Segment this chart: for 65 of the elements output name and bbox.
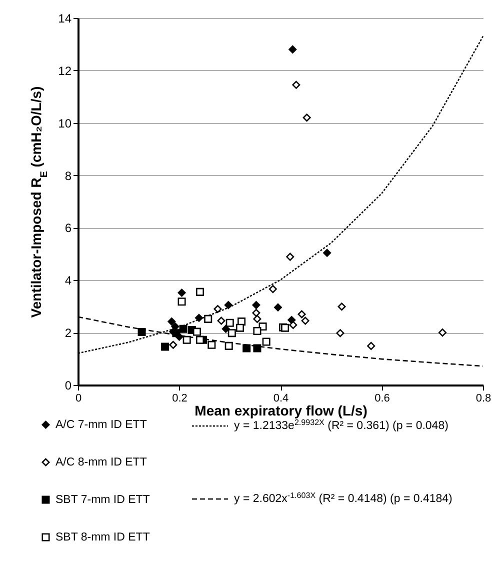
point	[168, 318, 176, 326]
point	[253, 314, 262, 323]
point	[217, 316, 226, 325]
point	[222, 324, 230, 333]
point	[214, 304, 222, 313]
point	[252, 301, 260, 310]
x-tick-label: 0.8	[476, 392, 492, 404]
point	[438, 328, 447, 337]
point	[192, 328, 201, 336]
point	[226, 318, 234, 327]
legend-label: A/C 8-mm ID ETT	[56, 456, 147, 468]
point	[172, 329, 180, 338]
point	[236, 324, 244, 332]
point	[161, 342, 170, 351]
point	[289, 320, 298, 329]
legend-label: A/C 7-mm ID ETT	[56, 418, 147, 431]
point	[301, 316, 310, 325]
point	[253, 326, 262, 336]
point	[298, 310, 306, 318]
point	[253, 344, 262, 352]
y-tick-label: 0	[64, 378, 72, 392]
point	[194, 314, 203, 322]
y-tick-label: 12	[58, 64, 72, 78]
y-tick-label: 8	[64, 168, 72, 183]
point	[252, 308, 260, 317]
point	[208, 340, 216, 349]
x-tick-label: 0	[75, 392, 82, 404]
x-axis-title: Mean expiratory flow (L/s)	[194, 402, 368, 418]
point	[228, 329, 236, 338]
point	[292, 80, 300, 89]
point	[288, 45, 297, 54]
point	[196, 336, 204, 344]
legend-label: y = 1.2133e$^{2.9932X}$ (R² = 0.361) (p = 0.048)	[234, 418, 449, 432]
y-tick-label: 14	[58, 12, 72, 26]
point	[338, 302, 346, 311]
point	[242, 344, 251, 352]
point	[182, 336, 191, 344]
y-tick-label: 10	[58, 116, 72, 130]
legend-label: SBT 8-mm ID ETT	[56, 531, 150, 544]
y-tick-label: 2	[64, 326, 72, 340]
point	[138, 328, 146, 336]
point	[302, 114, 311, 122]
point	[258, 322, 267, 331]
point	[286, 252, 294, 261]
point	[268, 285, 277, 294]
point	[179, 324, 188, 333]
y-tick-label: 4	[64, 274, 72, 288]
point	[224, 342, 233, 350]
point	[169, 340, 178, 349]
point	[224, 301, 232, 310]
point	[323, 248, 332, 257]
point	[178, 298, 186, 306]
x-tick-label: 0.4	[273, 392, 289, 404]
point	[274, 303, 282, 312]
point	[178, 288, 186, 297]
point	[367, 342, 376, 350]
point	[336, 329, 344, 338]
x-tick-label: 0.6	[374, 392, 390, 404]
point	[262, 338, 270, 346]
x-tick-label: 0.2	[172, 392, 188, 404]
point	[204, 314, 212, 323]
point	[196, 288, 204, 296]
legend-label: y = 2.602x$^{-1.603X}$ (R² = 0.4148) (p = 0.4184)	[234, 490, 453, 505]
y-tick-label: 6	[64, 221, 72, 236]
legend-label: SBT 7-mm ID ETT	[56, 494, 150, 506]
